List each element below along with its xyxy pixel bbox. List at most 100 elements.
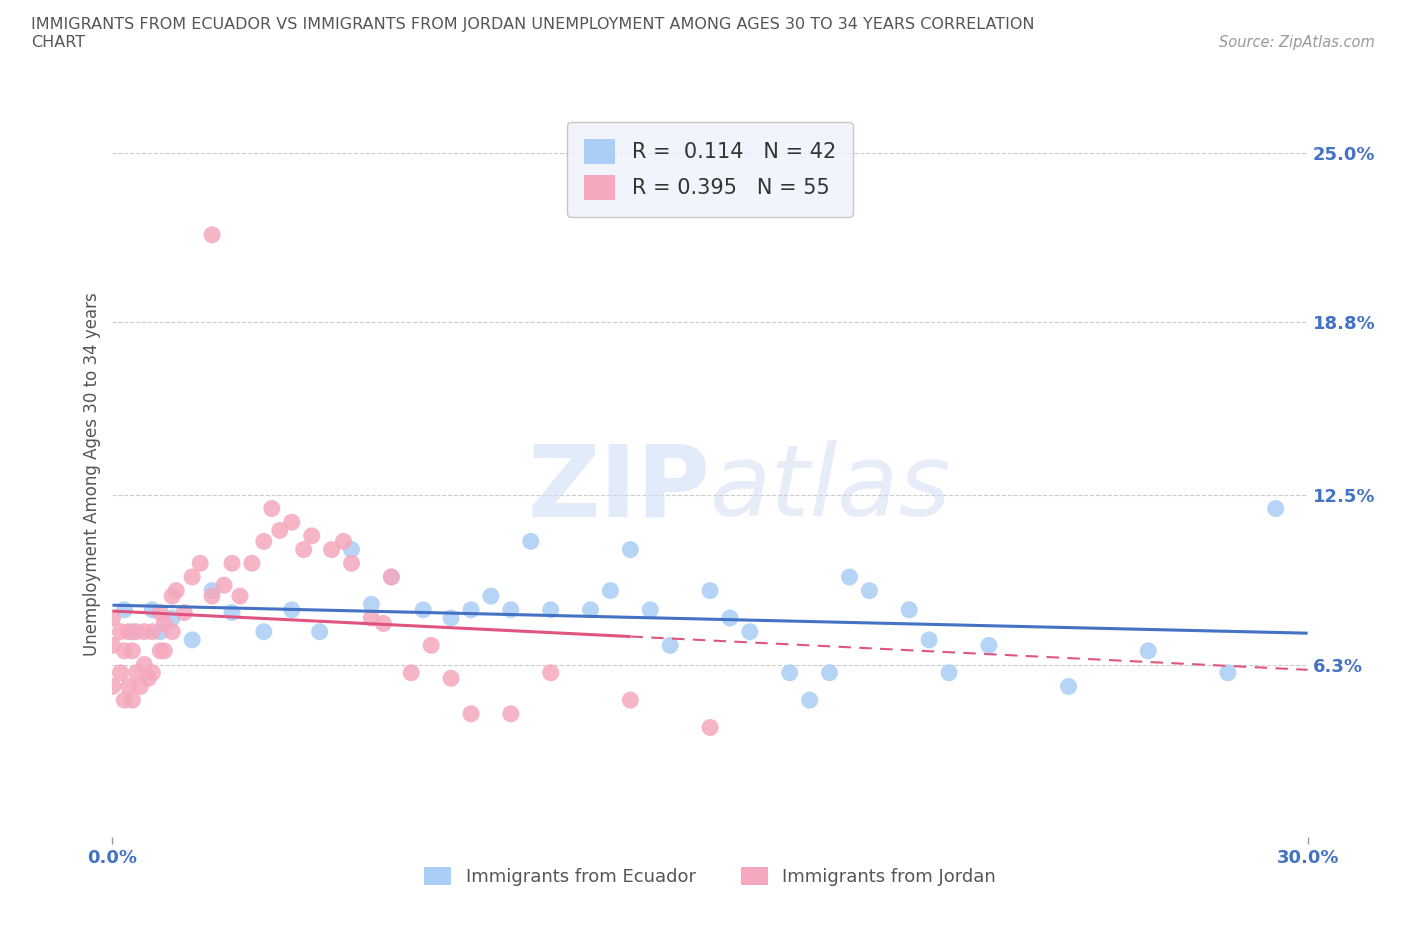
Point (253, 624, 276, 639)
Point (269, 523, 291, 538)
Point (129, 679, 152, 694)
Point (114, 693, 135, 708)
Point (165, 583, 187, 598)
Point (499, 707, 522, 722)
Point (799, 693, 821, 708)
Point (440, 611, 463, 626)
Point (340, 556, 363, 571)
Point (281, 515, 304, 530)
Point (938, 665, 960, 680)
Point (141, 603, 163, 618)
Text: IMMIGRANTS FROM ECUADOR VS IMMIGRANTS FROM JORDAN UNEMPLOYMENT AMONG AGES 30 TO : IMMIGRANTS FROM ECUADOR VS IMMIGRANTS FR… (31, 17, 1035, 32)
Point (162, 611, 183, 626)
Point (977, 638, 1000, 653)
Point (858, 583, 880, 598)
Point (699, 720, 721, 735)
Point (898, 603, 921, 618)
Text: atlas: atlas (710, 440, 952, 538)
Point (121, 624, 143, 639)
Point (149, 605, 172, 620)
Point (162, 589, 183, 604)
Point (162, 624, 183, 639)
Point (101, 679, 124, 694)
Point (281, 603, 304, 618)
Point (149, 644, 172, 658)
Point (114, 644, 135, 658)
Point (460, 707, 482, 722)
Point (332, 534, 354, 549)
Text: ZIP: ZIP (527, 440, 710, 538)
Legend: Immigrants from Ecuador, Immigrants from Jordan: Immigrants from Ecuador, Immigrants from… (416, 859, 1004, 893)
Point (640, 603, 662, 618)
Point (540, 665, 562, 680)
Point (141, 624, 163, 639)
Point (838, 569, 860, 584)
Point (308, 624, 330, 639)
Point (659, 638, 682, 653)
Point (138, 671, 160, 685)
Point (401, 665, 423, 680)
Point (599, 583, 621, 598)
Point (181, 569, 204, 584)
Point (301, 528, 323, 543)
Point (114, 603, 135, 618)
Point (520, 534, 543, 549)
Point (201, 583, 224, 598)
Point (260, 501, 283, 516)
Point (125, 624, 148, 639)
Point (134, 658, 156, 672)
Point (117, 679, 139, 694)
Point (153, 644, 176, 658)
Point (540, 603, 562, 618)
Point (499, 603, 522, 618)
Point (420, 638, 443, 653)
Point (240, 556, 263, 571)
Point (149, 624, 172, 639)
Point (340, 542, 363, 557)
Point (321, 542, 343, 557)
Point (201, 227, 224, 242)
Point (738, 624, 761, 639)
Point (579, 603, 602, 618)
Point (121, 693, 143, 708)
Point (380, 569, 402, 584)
Point (779, 665, 801, 680)
Point (619, 693, 641, 708)
Point (141, 665, 163, 680)
Point (253, 534, 276, 549)
Point (110, 624, 132, 639)
Point (380, 569, 402, 584)
Point (117, 624, 139, 639)
Text: CHART: CHART (31, 35, 84, 50)
Point (101, 638, 124, 653)
Point (619, 542, 641, 557)
Point (373, 616, 395, 631)
Point (181, 632, 204, 647)
Point (221, 556, 243, 571)
Text: Source: ZipAtlas.com: Source: ZipAtlas.com (1219, 35, 1375, 50)
Point (479, 589, 502, 604)
Point (1216, 665, 1239, 680)
Point (201, 589, 224, 604)
Point (134, 624, 156, 639)
Point (360, 597, 382, 612)
Point (360, 611, 382, 626)
Y-axis label: Unemployment Among Ages 30 to 34 years: Unemployment Among Ages 30 to 34 years (83, 292, 101, 657)
Point (818, 665, 841, 680)
Point (918, 632, 941, 647)
Point (212, 578, 235, 592)
Point (188, 556, 211, 571)
Point (101, 611, 124, 626)
Point (121, 644, 143, 658)
Point (173, 605, 195, 620)
Point (221, 605, 243, 620)
Point (1057, 679, 1080, 694)
Point (718, 611, 741, 626)
Point (1264, 501, 1286, 516)
Point (292, 542, 315, 557)
Point (229, 589, 252, 604)
Point (153, 616, 176, 631)
Point (412, 603, 434, 618)
Point (1137, 644, 1160, 658)
Point (110, 665, 132, 680)
